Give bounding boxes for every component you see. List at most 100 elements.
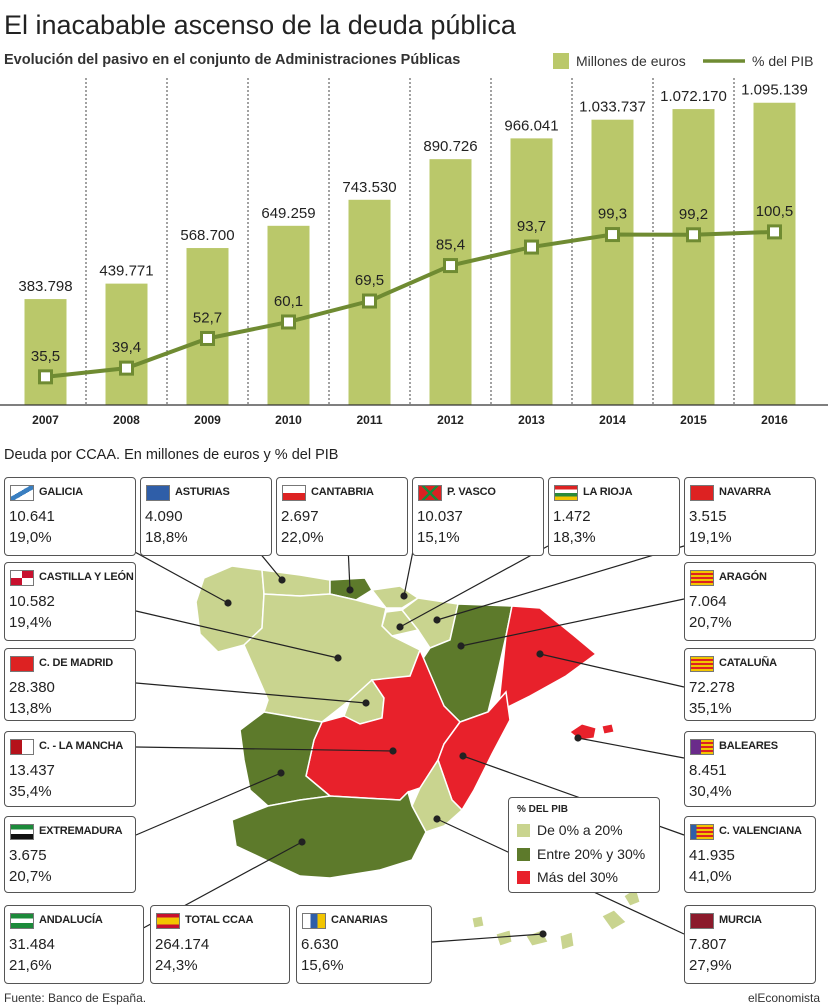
flag-cantabria-icon (282, 485, 306, 501)
flag-asturias-icon (146, 485, 170, 501)
region-pct: 13,8% (9, 700, 52, 717)
region-name: MURCIA (719, 914, 762, 926)
region-name: ASTURIAS (175, 486, 230, 498)
pib-point (119, 360, 134, 376)
region-asturias (261, 569, 331, 597)
region-name: C. DE MADRID (39, 657, 113, 669)
x-tick-label: 2016 (761, 413, 788, 427)
pib-point (443, 258, 458, 274)
card-baleares: BALEARES 8.451 30,4% (684, 731, 816, 807)
x-tick-label: 2013 (518, 413, 545, 427)
region-name: CATALUÑA (719, 657, 777, 669)
card-cantabria: CANTABRIA 2.697 22,0% (276, 477, 408, 556)
flag-andalucia-icon (10, 913, 34, 929)
bar-value-label: 1.072.170 (660, 88, 727, 105)
card-mancha: C. - LA MANCHA 13.437 35,4% (4, 731, 136, 807)
region-value: 41.935 (689, 847, 735, 864)
x-tick-label: 2015 (680, 413, 707, 427)
region-pct: 15,6% (301, 957, 344, 974)
card-cataluna: CATALUÑA 72.278 35,1% (684, 648, 816, 721)
bar-value-label: 649.259 (261, 205, 315, 222)
card-andalucia: ANDALUCÍA 31.484 21,6% (4, 905, 144, 984)
region-value: 7.064 (689, 593, 727, 610)
region-value: 3.515 (689, 508, 727, 525)
region-baleares (569, 723, 597, 741)
x-tick-label: 2010 (275, 413, 302, 427)
region-pct: 41,0% (689, 868, 732, 885)
legend-label-bars: Millones de euros (576, 53, 686, 69)
card-madrid: C. DE MADRID 28.380 13,8% (4, 648, 136, 721)
x-tick-label: 2014 (599, 413, 626, 427)
pib-value-label: 100,5 (756, 203, 794, 220)
pib-value-label: 60,1 (274, 293, 303, 310)
x-tick-label: 2008 (113, 413, 140, 427)
region-value: 13.437 (9, 762, 55, 779)
card-murcia: MURCIA 7.807 27,9% (684, 905, 816, 984)
region-name: C. VALENCIANA (719, 825, 802, 837)
region-name: ANDALUCÍA (39, 914, 103, 926)
pib-legend-label-mid: Entre 20% y 30% (537, 846, 646, 862)
region-value: 10.641 (9, 508, 55, 525)
region-baleares-2 (601, 723, 615, 735)
legend-swatch-line (703, 59, 745, 63)
pib-legend-swatch-high (517, 871, 530, 884)
flag-murcia-icon (690, 913, 714, 929)
card-pvasco: P. VASCO 10.037 15,1% (412, 477, 544, 556)
bar-value-label: 743.530 (342, 179, 396, 196)
flag-baleares-icon (690, 739, 714, 755)
pib-point (686, 227, 701, 243)
x-tick-label: 2007 (32, 413, 59, 427)
flag-extremadura-icon (10, 824, 34, 840)
region-pct: 30,4% (689, 783, 732, 800)
region-andalucia (231, 790, 427, 879)
brand-logo: elEconomista (748, 991, 821, 1005)
bar-value-label: 1.033.737 (579, 99, 646, 116)
flag-castillaleon-icon (10, 570, 34, 586)
pib-legend-swatch-mid (517, 848, 530, 861)
bar-value-label: 890.726 (423, 138, 477, 155)
card-extremadura: EXTREMADURA 3.675 20,7% (4, 816, 136, 893)
x-tick-label: 2009 (194, 413, 221, 427)
region-name: BALEARES (719, 740, 778, 752)
pib-legend-swatch-low (517, 824, 530, 837)
bar (510, 138, 553, 405)
pib-point (281, 314, 296, 330)
card-galicia: GALICIA 10.641 19,0% (4, 477, 136, 556)
pib-value-label: 93,7 (517, 218, 546, 235)
region-pct: 20,7% (9, 868, 52, 885)
card-navarra: NAVARRA 3.515 19,1% (684, 477, 816, 556)
flag-canarias-icon (302, 913, 326, 929)
bar (24, 299, 67, 405)
pib-point (200, 330, 215, 346)
region-name: CASTILLA Y LEÓN (39, 571, 134, 583)
region-canarias-5 (601, 909, 627, 931)
region-canarias-2 (495, 929, 513, 947)
card-valenciana: C. VALENCIANA 41.935 41,0% (684, 816, 816, 893)
pib-value-label: 52,7 (193, 309, 222, 326)
bar (591, 119, 634, 405)
region-pct: 27,9% (689, 957, 732, 974)
region-pct: 35,1% (689, 700, 732, 717)
region-pvasco (370, 585, 420, 609)
pib-legend-title: % DEL PIB (517, 804, 568, 815)
bar (753, 102, 796, 405)
flag-mancha-icon (10, 739, 34, 755)
card-asturias: ASTURIAS 4.090 18,8% (140, 477, 272, 556)
region-value: 4.090 (145, 508, 183, 525)
region-value: 7.807 (689, 936, 727, 953)
bar (105, 283, 148, 405)
region-value: 8.451 (689, 762, 727, 779)
x-tick-label: 2012 (437, 413, 464, 427)
region-name: ARAGÓN (719, 571, 767, 583)
region-pct: 21,6% (9, 957, 52, 974)
chart-subtitle: Evolución del pasivo en el conjunto de A… (4, 52, 461, 68)
region-pct: 19,0% (9, 529, 52, 546)
region-pct: 22,0% (281, 529, 324, 546)
flag-madrid-icon (10, 656, 34, 672)
section2-title: Deuda por CCAA. En millones de euros y %… (4, 447, 339, 463)
region-value: 3.675 (9, 847, 47, 864)
pib-legend-label-low: De 0% a 20% (537, 822, 623, 838)
region-canarias-4 (559, 931, 575, 951)
flag-valenciana-icon (690, 824, 714, 840)
